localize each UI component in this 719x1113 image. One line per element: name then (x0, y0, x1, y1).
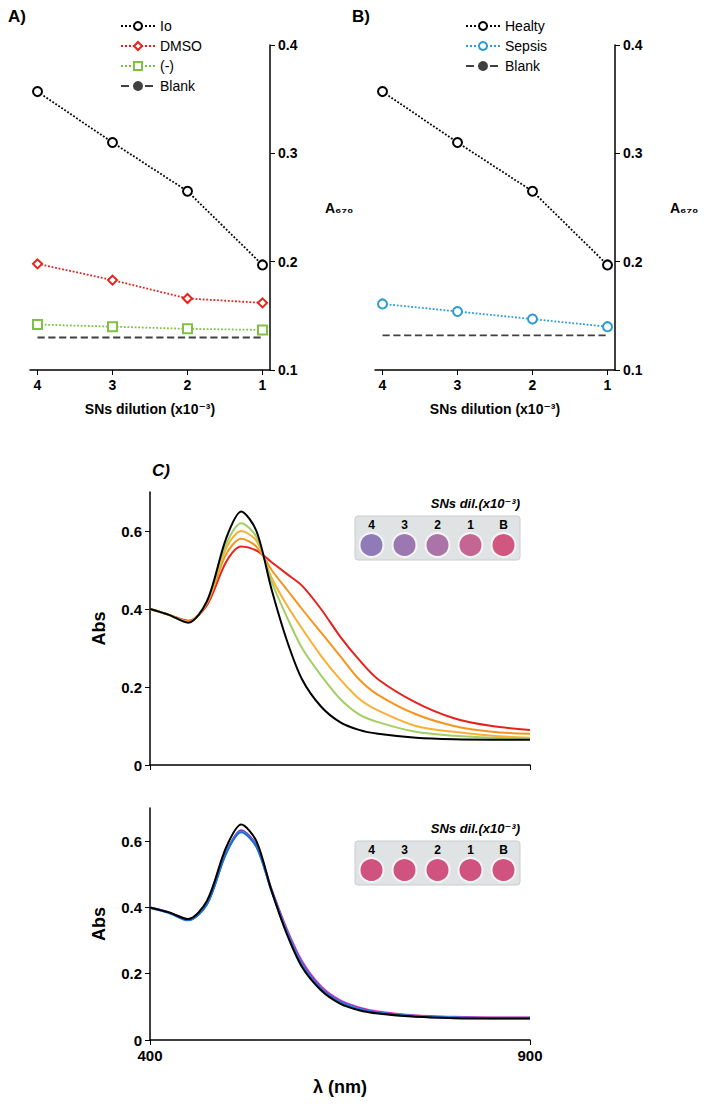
svg-text:0.4: 0.4 (623, 37, 643, 53)
svg-text:0: 0 (134, 1032, 142, 1049)
svg-text:0.4: 0.4 (121, 899, 143, 916)
svg-text:A): A) (8, 7, 26, 26)
svg-text:2: 2 (184, 377, 192, 393)
svg-text:0.1: 0.1 (278, 362, 298, 378)
svg-text:0.4: 0.4 (278, 37, 298, 53)
svg-text:Blank: Blank (160, 78, 196, 94)
svg-text:Abs: Abs (89, 611, 109, 645)
svg-text:0.6: 0.6 (121, 833, 142, 850)
svg-text:0.2: 0.2 (121, 965, 142, 982)
svg-text:Blank: Blank (505, 58, 541, 74)
svg-text:0.3: 0.3 (623, 145, 643, 161)
svg-text:400: 400 (137, 1047, 162, 1064)
svg-text:Io: Io (160, 18, 172, 34)
svg-text:0: 0 (134, 757, 142, 774)
svg-text:900: 900 (517, 1047, 542, 1064)
svg-text:0.4: 0.4 (121, 601, 143, 618)
svg-text:Abs: Abs (89, 907, 109, 941)
svg-text:4: 4 (368, 518, 375, 532)
svg-text:B): B) (352, 7, 370, 26)
svg-text:4: 4 (34, 377, 42, 393)
svg-text:SNs dil.(x10⁻³): SNs dil.(x10⁻³) (431, 496, 520, 511)
svg-text:2: 2 (434, 518, 441, 532)
svg-text:2: 2 (434, 843, 441, 857)
svg-text:2: 2 (529, 377, 537, 393)
svg-text:A₆₇₀: A₆₇₀ (670, 200, 698, 216)
svg-text:B: B (499, 518, 508, 532)
svg-text:3: 3 (401, 518, 408, 532)
svg-text:1: 1 (259, 377, 267, 393)
svg-text:(-): (-) (160, 58, 174, 74)
svg-text:B: B (499, 843, 508, 857)
svg-text:1: 1 (604, 377, 612, 393)
svg-text:0.2: 0.2 (623, 254, 643, 270)
svg-text:0.1: 0.1 (623, 362, 643, 378)
svg-text:1: 1 (467, 843, 474, 857)
svg-text:SNs dilution (x10⁻³): SNs dilution (x10⁻³) (430, 401, 560, 417)
svg-text:DMSO: DMSO (160, 38, 202, 54)
svg-text:3: 3 (454, 377, 462, 393)
svg-text:Sepsis: Sepsis (505, 38, 547, 54)
svg-text:C): C) (152, 461, 170, 480)
svg-text:0.2: 0.2 (278, 254, 298, 270)
svg-text:3: 3 (109, 377, 117, 393)
svg-text:1: 1 (467, 518, 474, 532)
svg-text:0.6: 0.6 (121, 523, 142, 540)
svg-text:4: 4 (368, 843, 375, 857)
svg-text:A₆₇₀: A₆₇₀ (325, 200, 353, 216)
svg-text:SNs dilution (x10⁻³): SNs dilution (x10⁻³) (85, 401, 215, 417)
svg-text:Healty: Healty (505, 18, 545, 34)
svg-text:SNs dil.(x10⁻³): SNs dil.(x10⁻³) (431, 821, 520, 836)
svg-text:0.3: 0.3 (278, 145, 298, 161)
svg-text:λ (nm): λ (nm) (313, 1077, 367, 1097)
svg-text:0.2: 0.2 (121, 679, 142, 696)
svg-text:4: 4 (379, 377, 387, 393)
svg-text:3: 3 (401, 843, 408, 857)
